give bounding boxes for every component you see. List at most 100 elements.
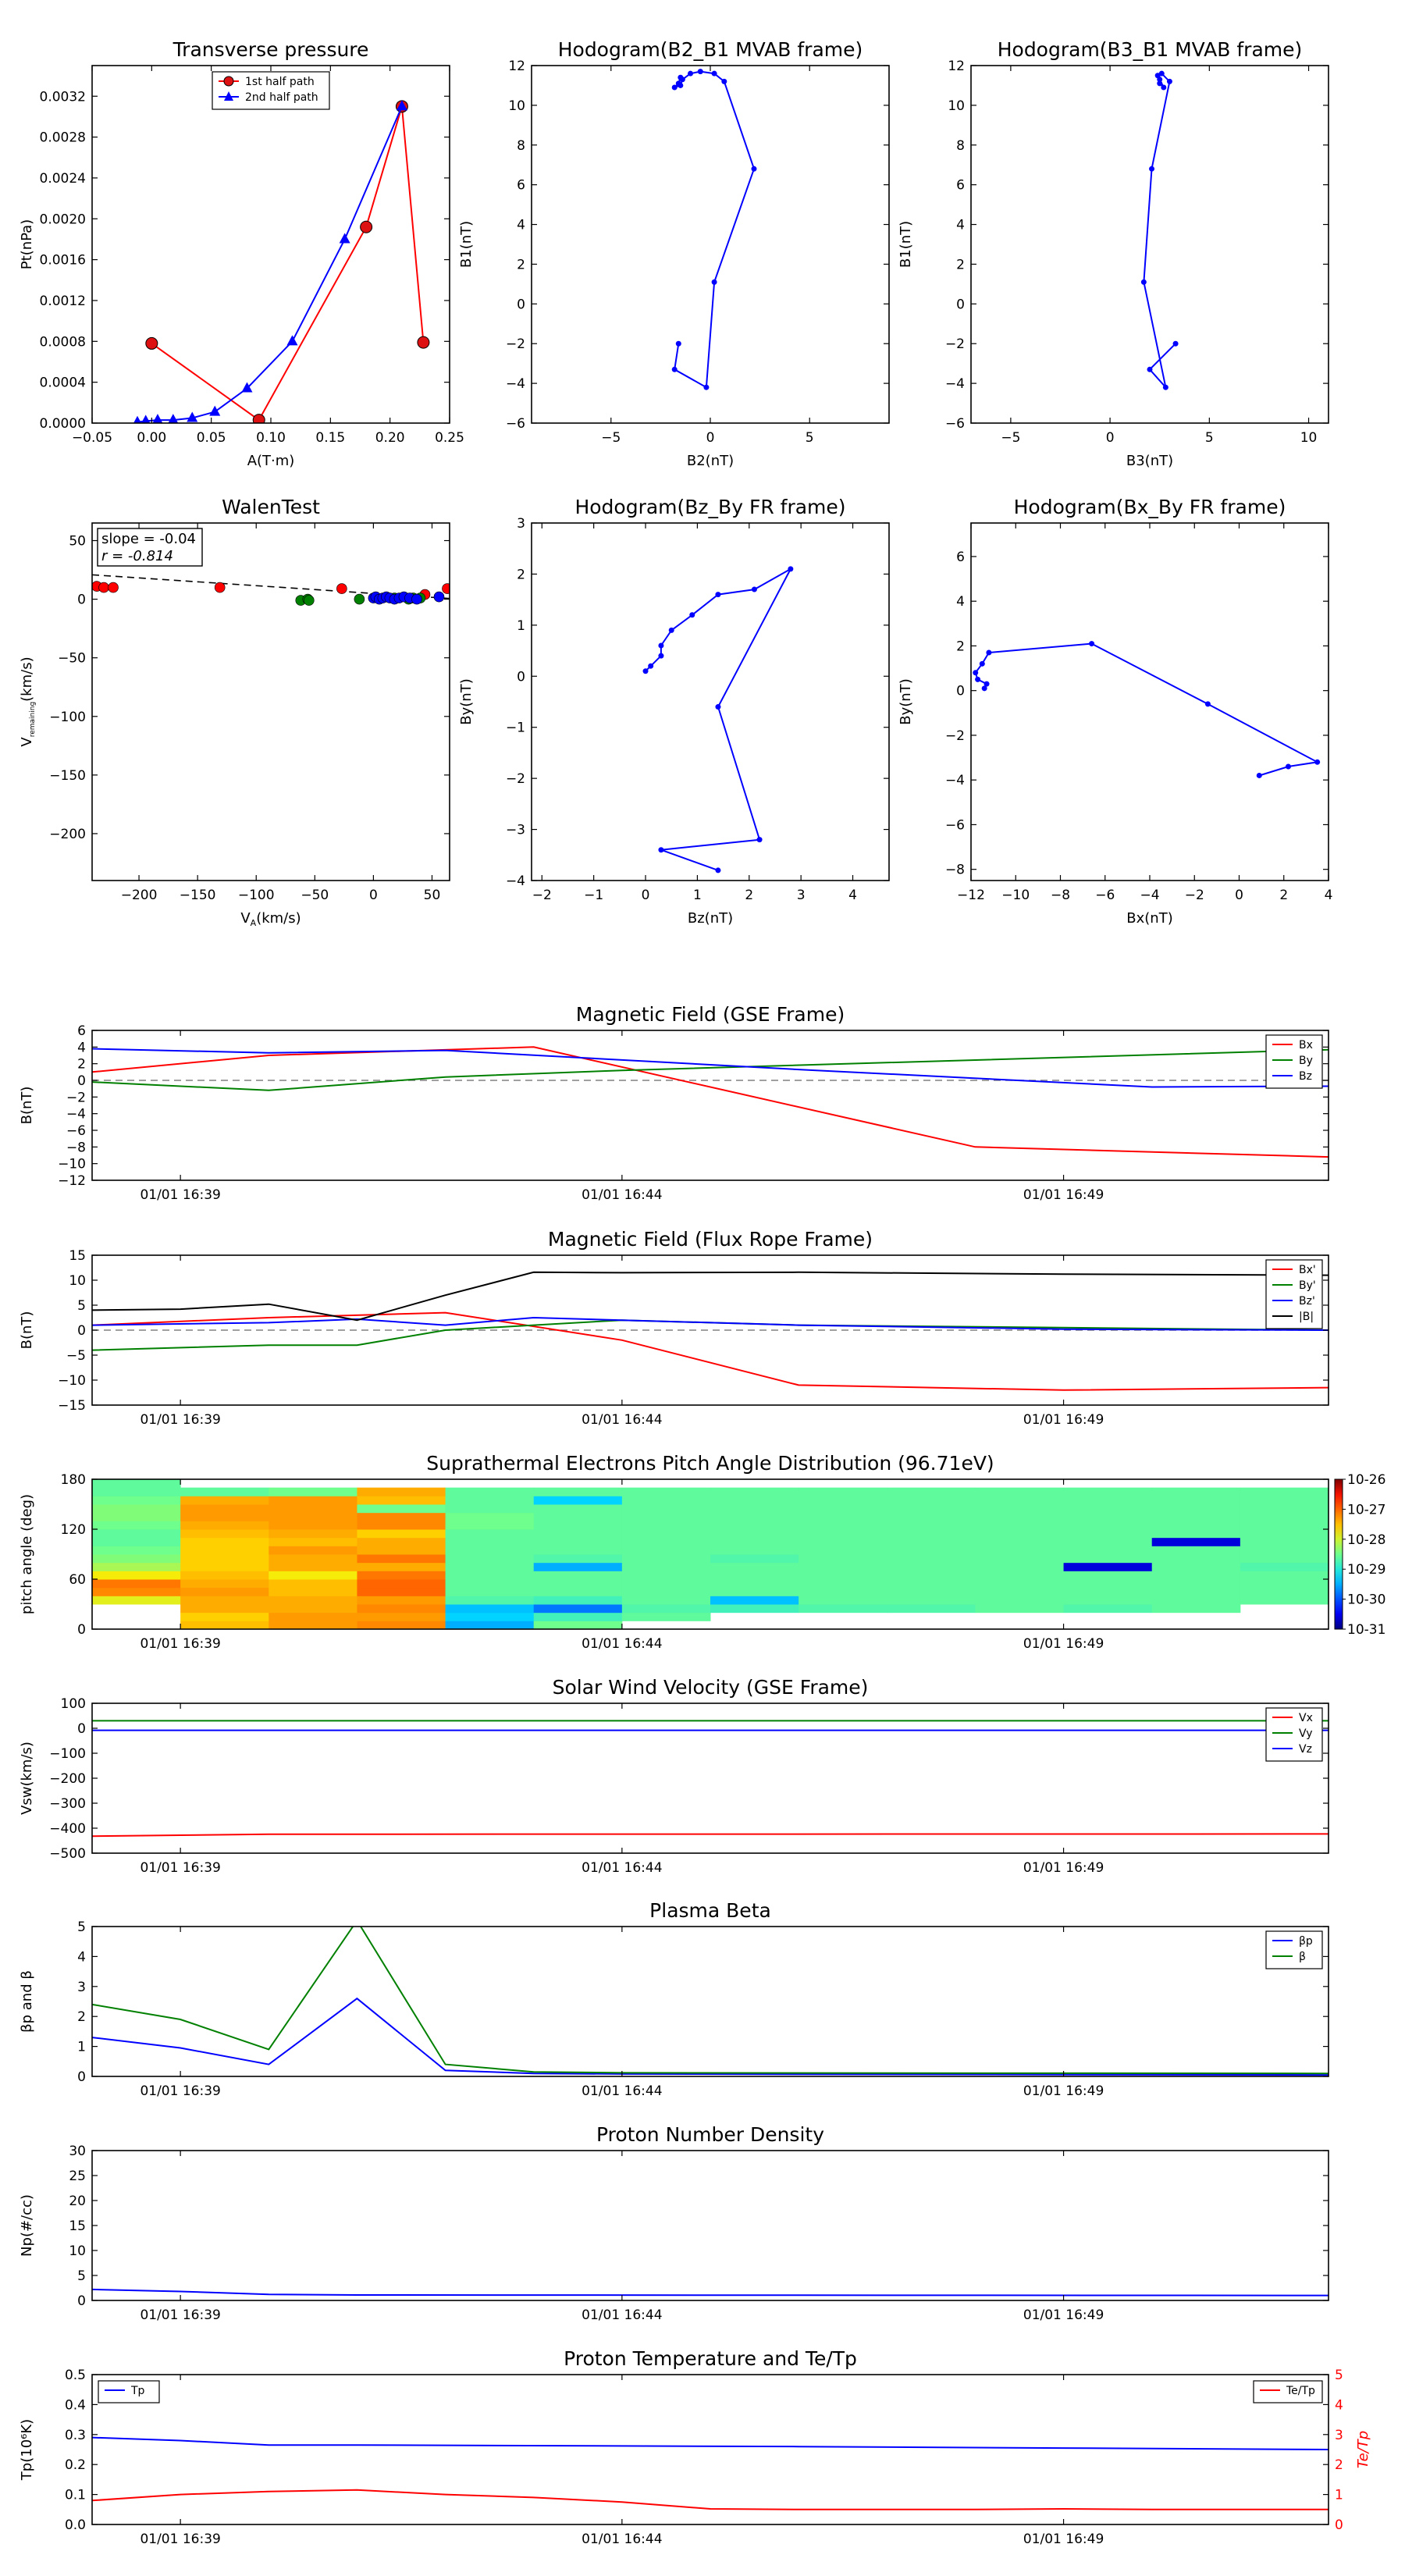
heatmap-cell [975, 1596, 1065, 1605]
y-tick-label: 10 [69, 2243, 86, 2259]
y-tick-label: 0.2 [65, 2457, 86, 2473]
heatmap-cell [445, 1596, 535, 1605]
heatmap-cell [975, 1512, 1065, 1521]
heatmap-cell [533, 1604, 623, 1614]
legend-marker [224, 91, 233, 101]
x-tick-label: 0 [642, 888, 650, 903]
plot-area [92, 1720, 1329, 1838]
x-tick-label: 0.00 [137, 430, 166, 446]
legend-label: 2nd half path [245, 91, 318, 104]
x-axis-label: A(T·m) [247, 453, 295, 469]
heatmap-cell [1151, 1512, 1241, 1521]
x-tick-label: 5 [806, 430, 814, 446]
x-axis-label: Bx(nT) [1126, 910, 1172, 927]
y-tick-label: 0.0032 [40, 89, 86, 105]
heatmap-cell [180, 1621, 269, 1629]
chart-beta: Plasma Beta 0 1 2 3 4 5 01/01 16:39 01/01 16:44 0… [19, 1899, 1329, 2099]
heatmap-cell [621, 1512, 711, 1521]
heatmap-cell [975, 1546, 1065, 1555]
heatmap-cell [1063, 1596, 1153, 1605]
data-point [1140, 279, 1147, 285]
heatmap-cell [1240, 1537, 1329, 1546]
heatmap-cell [1063, 1571, 1153, 1580]
legend-label: β [1299, 1951, 1306, 1963]
y-axis-label: B1(nT) [898, 221, 914, 268]
heatmap-cell [445, 1537, 535, 1546]
y-tick-label: −8 [945, 863, 965, 878]
heatmap-cell [92, 1596, 181, 1605]
x-tick-label: 01/01 16:49 [1023, 2307, 1104, 2323]
y-tick-label: −3 [506, 823, 525, 838]
data-point [354, 593, 365, 605]
legend-box [1265, 1930, 1323, 1969]
heatmap-cell [621, 1496, 711, 1505]
y-tick-label: 0 [77, 1323, 86, 1339]
heatmap-cell [799, 1487, 887, 1496]
y-tick-label: 3 [77, 1980, 86, 1995]
heatmap-cell [799, 1546, 887, 1555]
heatmap-cell [533, 1512, 623, 1521]
heatmap-cell [621, 1529, 711, 1539]
heatmap-cell [710, 1571, 799, 1580]
data-point [1162, 384, 1168, 390]
heatmap-cell [445, 1546, 535, 1555]
y-tick-label: 15 [69, 2218, 86, 2234]
axes-frame [531, 65, 890, 424]
legend-label: βp [1299, 1935, 1313, 1948]
y-tick-label: 0.0024 [40, 171, 86, 187]
heatmap-cell [621, 1504, 711, 1514]
heatmap-cell [445, 1529, 535, 1539]
y-tick-label: 4 [956, 218, 965, 233]
heatmap-cell [1240, 1562, 1329, 1571]
heatmap-cell [710, 1529, 799, 1539]
x-tick-label: 0.05 [197, 430, 226, 446]
x-tick-label: −2 [1185, 888, 1204, 903]
heatmap-cell [1151, 1587, 1241, 1596]
heatmap-cell [357, 1604, 446, 1614]
series-line-By [92, 1048, 1329, 1091]
heatmap-cell [1240, 1487, 1329, 1496]
y-tick-label: 4 [77, 1040, 86, 1055]
heatmap-cell [887, 1512, 976, 1521]
data-point [336, 583, 347, 594]
heatmap-cell [357, 1537, 446, 1546]
heatmap-cell [621, 1554, 711, 1564]
y-tick-label: 2 [956, 257, 965, 272]
x-tick-label: 01/01 16:44 [582, 1860, 662, 1876]
y-tick-label: −6 [945, 817, 965, 833]
data-point [688, 70, 694, 76]
x-tick-label: 01/01 16:44 [582, 2307, 662, 2323]
heatmap-cell [621, 1546, 711, 1555]
legend-label: |B| [1299, 1311, 1314, 1323]
x-tick-label: 01/01 16:39 [140, 1187, 220, 1203]
heatmap-cell [710, 1496, 799, 1505]
heatmap-cell [887, 1496, 976, 1505]
axes-frame [91, 1478, 1329, 1630]
y-right-tick-label: 3 [1335, 2428, 1343, 2443]
y-axis-label: Np(#/cc) [19, 2194, 35, 2257]
heatmap-cell [887, 1562, 976, 1571]
heatmap-cell [269, 1562, 357, 1571]
heatmap-cell [92, 1479, 181, 1489]
heatmap-cell [92, 1537, 181, 1546]
data-point [1161, 84, 1167, 91]
heatmap-cell [180, 1554, 269, 1564]
heatmap-cell [180, 1562, 269, 1571]
heatmap-cell [975, 1562, 1065, 1571]
heatmap-cell [710, 1512, 799, 1521]
heatmap-cell [269, 1604, 357, 1614]
heatmap-cell [180, 1546, 269, 1555]
heatmap-cell [1063, 1504, 1153, 1514]
y-tick-label: 2 [956, 639, 965, 654]
plot-area [92, 2436, 1329, 2510]
legend-label: Bz [1299, 1070, 1312, 1083]
y-tick-label: −300 [49, 1796, 86, 1812]
heatmap-cell [533, 1496, 623, 1505]
data-point [411, 593, 422, 605]
y-right-tick-label: 4 [1335, 2397, 1343, 2413]
data-point [671, 84, 678, 91]
x-axis-label: B3(nT) [1126, 453, 1173, 469]
heatmap-cell [357, 1496, 446, 1505]
y-tick-label: −4 [945, 376, 965, 392]
heatmap-cell [1063, 1554, 1153, 1564]
